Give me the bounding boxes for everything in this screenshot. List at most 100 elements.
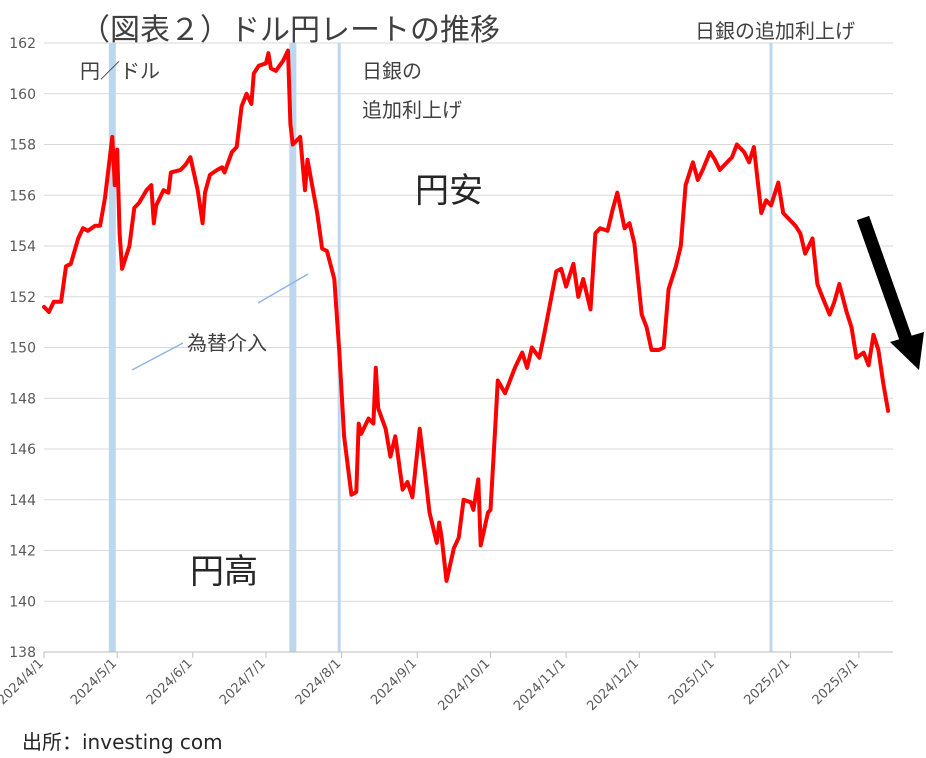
source-label: 出所：investing com — [22, 730, 223, 754]
x-tick-label: 2024/10/1 — [436, 656, 494, 714]
data-point — [565, 285, 567, 288]
data-point — [531, 346, 533, 349]
data-point — [306, 158, 309, 161]
data-point — [833, 301, 836, 303]
data-point — [882, 382, 884, 384]
data-point — [477, 478, 480, 481]
data-point — [170, 171, 172, 174]
data-point — [48, 311, 50, 313]
data-point — [743, 151, 745, 153]
data-point — [111, 136, 114, 138]
data-point — [104, 197, 106, 199]
line-layer — [42, 48, 891, 583]
data-point — [777, 181, 780, 184]
data-point — [582, 278, 584, 280]
data-point — [736, 143, 738, 146]
data-point — [289, 123, 292, 125]
y-tick-label: 152 — [9, 290, 36, 306]
data-point — [87, 230, 89, 232]
data-point — [794, 224, 797, 227]
data-point — [209, 174, 211, 176]
data-point — [599, 227, 601, 229]
data-point — [440, 537, 443, 539]
data-point — [250, 103, 253, 105]
annotation-yen-strong: 円高 — [190, 552, 258, 592]
band-intervention-2 — [289, 43, 297, 652]
x-tick-label: 2024/4/1 — [0, 656, 47, 708]
trend-arrow-head — [890, 332, 924, 370]
data-point — [645, 326, 648, 329]
x-tick-label: 2024/8/1 — [293, 656, 345, 708]
y-tick-label: 148 — [9, 391, 36, 407]
data-point — [189, 156, 192, 158]
y-tick-label: 156 — [9, 188, 36, 204]
series-line-usdjpy — [42, 48, 891, 583]
data-point — [821, 296, 824, 298]
annotation-intervention: 為替介入 — [187, 331, 267, 355]
band-boj-hike-2 — [769, 43, 773, 652]
data-point — [423, 468, 426, 471]
data-point — [543, 334, 545, 336]
data-point — [360, 433, 363, 435]
data-point — [155, 204, 157, 207]
data-point — [714, 158, 716, 161]
data-point — [231, 151, 233, 153]
data-point — [726, 161, 728, 164]
data-point — [82, 227, 84, 229]
data-point — [872, 334, 875, 336]
data-point — [709, 151, 711, 153]
data-point — [235, 146, 238, 148]
data-point — [628, 222, 631, 224]
y-tick-label: 162 — [9, 36, 36, 52]
data-point — [321, 247, 323, 250]
axis-layer: 138 140 142 144 146 148 150 152 154 156 158 160 162 2… — [0, 36, 893, 714]
data-point — [472, 509, 475, 511]
data-point — [216, 169, 218, 171]
data-point — [204, 191, 206, 194]
data-point — [804, 252, 806, 255]
data-point — [265, 62, 267, 65]
data-point — [887, 410, 889, 412]
data-point — [782, 212, 784, 214]
data-point — [611, 209, 614, 212]
data-point — [623, 227, 626, 229]
data-point — [343, 435, 345, 438]
data-point — [257, 65, 260, 67]
data-point — [282, 60, 284, 62]
data-point — [201, 222, 204, 224]
data-point — [633, 242, 636, 245]
data-point — [560, 268, 562, 270]
data-point — [179, 169, 182, 171]
data-point — [606, 230, 609, 232]
data-point — [116, 148, 118, 151]
data-point — [548, 308, 550, 311]
data-point — [384, 427, 387, 430]
data-point — [675, 265, 677, 268]
data-point — [406, 481, 409, 483]
data-point — [77, 237, 79, 240]
data-point — [509, 379, 511, 382]
data-point — [65, 265, 67, 268]
data-point — [167, 191, 170, 194]
data-point — [99, 224, 101, 227]
data-point — [394, 435, 397, 438]
data-point — [138, 202, 140, 204]
data-point — [70, 263, 72, 265]
data-point — [877, 349, 880, 351]
series-points — [43, 49, 889, 582]
trend-arrow — [856, 215, 924, 370]
data-point — [267, 52, 270, 54]
data-point — [304, 189, 306, 191]
data-point — [538, 356, 541, 359]
data-point — [245, 93, 248, 95]
data-point — [650, 349, 653, 351]
data-point — [438, 521, 441, 524]
data-point — [184, 164, 187, 166]
grid-layer — [44, 42, 893, 653]
unit-label: 円／ドル — [80, 59, 160, 83]
x-tick-label: 2024/6/1 — [144, 656, 196, 708]
data-point — [240, 105, 243, 108]
data-point — [457, 537, 460, 539]
data-point — [692, 161, 694, 164]
